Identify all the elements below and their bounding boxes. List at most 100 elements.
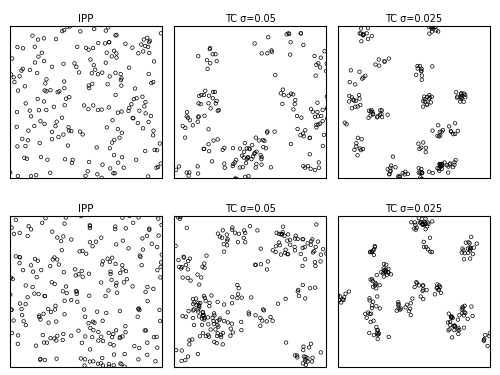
Point [146, 227, 154, 233]
Point [60, 78, 68, 84]
Point [380, 273, 388, 279]
Point [336, 297, 344, 303]
Point [218, 235, 226, 241]
Point [374, 294, 382, 300]
Point [54, 234, 62, 240]
Point [257, 261, 265, 267]
Point [344, 123, 352, 129]
Point [200, 313, 207, 319]
Point [118, 266, 126, 272]
Point [234, 282, 241, 288]
Point [228, 163, 236, 169]
Point [422, 244, 430, 250]
Point [378, 269, 386, 275]
Point [342, 291, 349, 297]
Point [307, 341, 315, 347]
Point [60, 234, 68, 240]
Point [368, 305, 376, 311]
Point [85, 293, 93, 299]
Point [210, 318, 218, 324]
Point [382, 262, 390, 268]
Point [27, 113, 35, 119]
Point [32, 343, 40, 349]
Point [424, 209, 432, 215]
Point [252, 262, 260, 268]
Point [300, 344, 308, 350]
Point [369, 111, 377, 117]
Point [260, 307, 268, 313]
Point [428, 25, 436, 31]
Point [20, 155, 28, 161]
Point [190, 299, 198, 305]
Point [84, 47, 92, 53]
Point [356, 30, 364, 36]
Point [148, 80, 156, 86]
Point [262, 145, 270, 151]
Point [386, 168, 394, 174]
Point [110, 362, 118, 368]
Point [464, 246, 472, 252]
Point [31, 60, 39, 66]
Point [140, 104, 148, 110]
Point [220, 249, 228, 255]
Point [406, 306, 414, 312]
Point [144, 71, 152, 77]
Point [112, 33, 120, 39]
Point [335, 297, 343, 303]
Point [204, 332, 212, 338]
Point [10, 74, 18, 80]
Point [305, 345, 313, 351]
Point [454, 128, 462, 134]
Point [220, 318, 228, 324]
Point [41, 357, 49, 363]
Point [428, 23, 436, 29]
Point [460, 256, 468, 262]
Point [116, 334, 124, 340]
Point [90, 62, 98, 68]
Point [362, 73, 370, 79]
Point [256, 323, 264, 329]
Point [106, 165, 114, 171]
Point [418, 66, 426, 72]
Point [362, 30, 370, 36]
Point [140, 36, 148, 42]
Point [81, 333, 89, 339]
Point [264, 34, 272, 40]
Point [267, 164, 275, 170]
Point [445, 123, 453, 129]
Point [200, 293, 208, 299]
Point [241, 174, 249, 180]
Point [436, 161, 444, 167]
Point [314, 238, 322, 244]
Point [152, 165, 160, 171]
Point [80, 307, 88, 313]
Point [323, 116, 331, 122]
Point [327, 68, 335, 74]
Point [434, 133, 442, 139]
Point [368, 249, 376, 255]
Point [259, 306, 267, 312]
Point [12, 254, 20, 260]
Point [30, 291, 38, 297]
Point [418, 170, 426, 176]
Point [8, 225, 16, 231]
Point [392, 308, 400, 314]
Point [40, 35, 48, 41]
Point [370, 246, 378, 252]
Point [244, 155, 252, 161]
Title: TC σ=0.05: TC σ=0.05 [224, 204, 276, 214]
Point [440, 159, 448, 165]
Point [291, 248, 299, 254]
Point [368, 278, 376, 284]
Point [232, 176, 239, 182]
Point [394, 299, 402, 305]
Point [67, 297, 75, 303]
Point [310, 248, 318, 254]
Point [89, 102, 97, 108]
Point [8, 330, 16, 336]
Point [42, 88, 50, 94]
Point [432, 27, 440, 33]
Point [366, 319, 374, 325]
Point [460, 312, 468, 318]
Point [233, 176, 241, 182]
